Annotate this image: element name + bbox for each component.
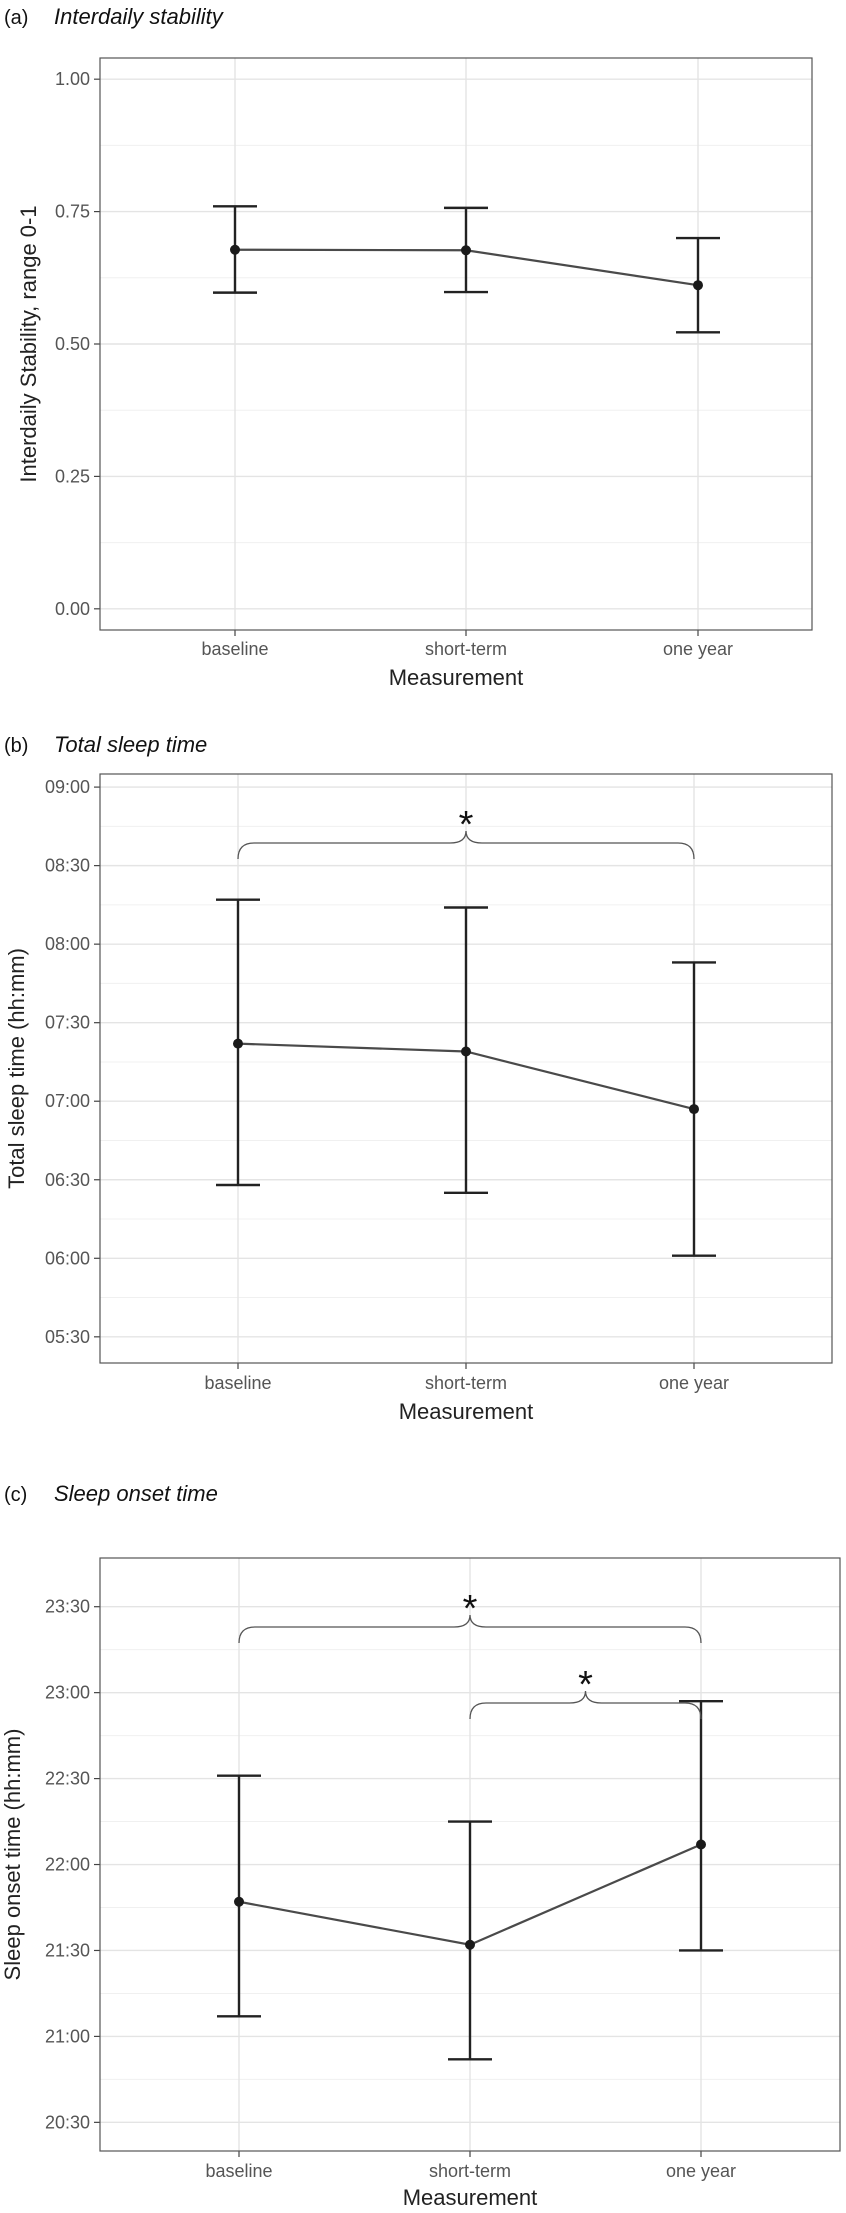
significance-bracket [238, 1614, 702, 1644]
data-point [693, 280, 703, 291]
y-tick-label: 21:00 [45, 2026, 90, 2046]
significance-star: * [459, 804, 474, 846]
y-tick-label: 08:30 [45, 856, 90, 876]
y-tick-label: 0.50 [55, 334, 90, 354]
plot-border [99, 1557, 841, 2152]
panel-label: (c) [4, 1484, 27, 1506]
data-point [234, 1896, 244, 1907]
plot-border [99, 773, 833, 1364]
y-tick-label: 0.25 [55, 466, 90, 486]
y-tick-label: 07:00 [45, 1091, 90, 1111]
y-tick-label: 0.75 [55, 202, 90, 222]
y-tick-label: 06:00 [45, 1248, 90, 1268]
y-tick-label: 09:00 [45, 777, 90, 797]
y-tick-label: 20:30 [45, 2112, 90, 2132]
panel-label: (a) [4, 7, 28, 29]
y-axis-title: Interdaily Stability, range 0-1 [16, 205, 41, 482]
chart-title: Interdaily stability [54, 4, 225, 29]
x-axis-title: Measurement [399, 1399, 534, 1424]
y-tick-label: 23:30 [45, 1597, 90, 1617]
y-tick-label: 07:30 [45, 1013, 90, 1033]
data-point [233, 1038, 243, 1049]
y-tick-label: 22:00 [45, 1855, 90, 1875]
plot-border [99, 57, 813, 631]
significance-bracket [237, 830, 695, 860]
data-point [230, 244, 240, 255]
chart-panel: (a) Interdaily stability 0.00 0.25 0.50 0.75 1… [4, 4, 813, 690]
panel-label: (b) [4, 735, 28, 757]
y-tick-label: 23:00 [45, 1683, 90, 1703]
chart-panel: (c) Sleep onset time 20:30 21:00 21:30 22:00 2… [0, 1481, 841, 2210]
x-tick-label: short-term [425, 639, 507, 659]
chart-panel: (b) Total sleep time 05:30 06:00 06:30 07:00 0… [4, 732, 833, 1424]
significance-star: * [463, 1588, 478, 1630]
y-axis-title: Total sleep time (hh:mm) [4, 948, 29, 1189]
x-tick-label: baseline [205, 2161, 272, 2181]
x-tick-label: one year [666, 2161, 736, 2181]
y-tick-label: 1.00 [55, 69, 90, 89]
x-axis-title: Measurement [389, 665, 524, 690]
y-axis-title: Sleep onset time (hh:mm) [0, 1729, 25, 1981]
x-tick-label: baseline [204, 1373, 271, 1393]
data-point [465, 1939, 475, 1950]
x-axis-title: Measurement [403, 2185, 538, 2210]
x-tick-label: one year [659, 1373, 729, 1393]
significance-bracket [469, 1690, 702, 1720]
y-tick-label: 21:30 [45, 1940, 90, 1960]
x-tick-label: baseline [201, 639, 268, 659]
data-point [461, 1046, 471, 1057]
x-tick-label: one year [663, 639, 733, 659]
data-point [696, 1839, 706, 1850]
data-point [689, 1104, 699, 1115]
x-tick-label: short-term [425, 1373, 507, 1393]
x-tick-label: short-term [429, 2161, 511, 2181]
chart-title: Total sleep time [54, 732, 207, 757]
y-tick-label: 22:30 [45, 1769, 90, 1789]
significance-star: * [578, 1664, 593, 1706]
y-tick-label: 0.00 [55, 599, 90, 619]
data-point [461, 245, 471, 256]
chart-title: Sleep onset time [54, 1481, 218, 1506]
y-tick-label: 05:30 [45, 1327, 90, 1347]
y-tick-label: 06:30 [45, 1170, 90, 1190]
y-tick-label: 08:00 [45, 934, 90, 954]
